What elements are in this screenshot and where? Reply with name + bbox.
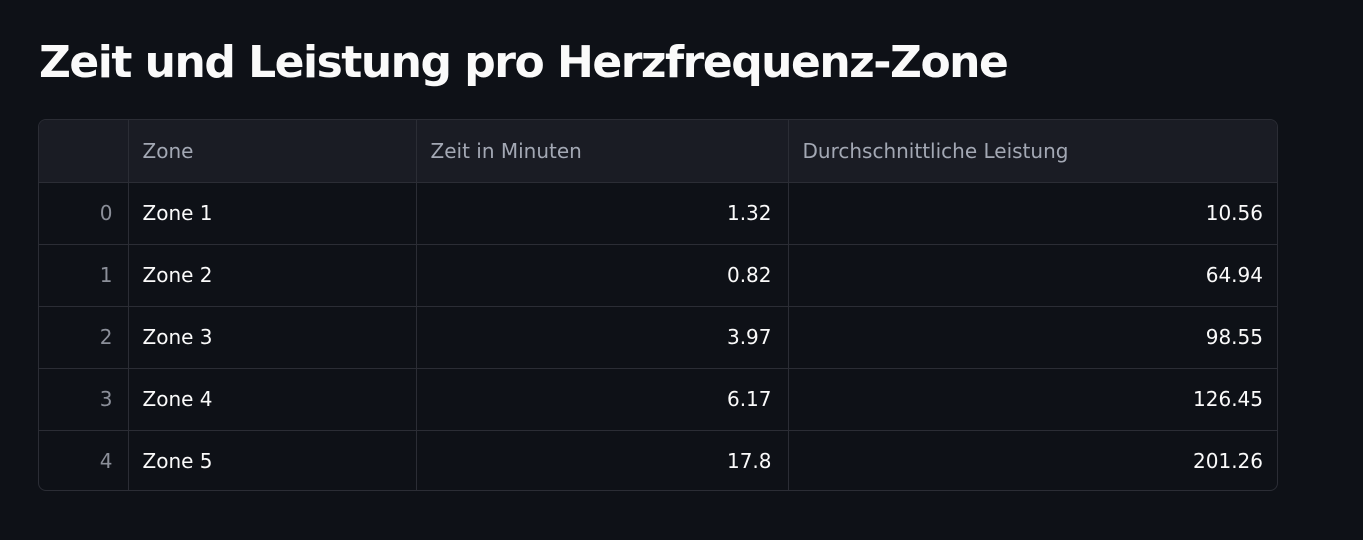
column-header-index[interactable]: [39, 120, 129, 183]
table-header-row: Zone Zeit in Minuten Durchschnittliche L…: [39, 120, 1277, 183]
column-header-zone[interactable]: Zone: [128, 120, 417, 183]
table-row: 1 Zone 2 0.82 64.94: [39, 244, 1277, 307]
row-index-cell[interactable]: 3: [39, 368, 129, 431]
page-title: Zeit und Leistung pro Herzfrequenz-Zone: [39, 37, 1009, 88]
zone-cell[interactable]: Zone 1: [128, 182, 417, 245]
data-table-container[interactable]: Zone Zeit in Minuten Durchschnittliche L…: [38, 119, 1278, 491]
table-row: 2 Zone 3 3.97 98.55: [39, 306, 1277, 369]
row-index-cell[interactable]: 2: [39, 306, 129, 369]
power-cell[interactable]: 126.45: [788, 368, 1277, 431]
table-row: 0 Zone 1 1.32 10.56: [39, 182, 1277, 245]
column-header-power[interactable]: Durchschnittliche Leistung: [788, 120, 1277, 183]
minutes-cell[interactable]: 6.17: [416, 368, 789, 431]
zone-cell[interactable]: Zone 5: [128, 430, 417, 490]
minutes-cell[interactable]: 1.32: [416, 182, 789, 245]
power-cell[interactable]: 10.56: [788, 182, 1277, 245]
data-table: Zone Zeit in Minuten Durchschnittliche L…: [39, 120, 1277, 490]
minutes-cell[interactable]: 17.8: [416, 430, 789, 490]
row-index-cell[interactable]: 4: [39, 430, 129, 490]
zone-cell[interactable]: Zone 3: [128, 306, 417, 369]
column-header-minutes[interactable]: Zeit in Minuten: [416, 120, 789, 183]
minutes-cell[interactable]: 3.97: [416, 306, 789, 369]
table-row: 4 Zone 5 17.8 201.26: [39, 430, 1277, 490]
row-index-cell[interactable]: 1: [39, 244, 129, 307]
row-index-cell[interactable]: 0: [39, 182, 129, 245]
minutes-cell[interactable]: 0.82: [416, 244, 789, 307]
zone-cell[interactable]: Zone 2: [128, 244, 417, 307]
table-row: 3 Zone 4 6.17 126.45: [39, 368, 1277, 431]
power-cell[interactable]: 201.26: [1193, 449, 1263, 474]
zone-cell[interactable]: Zone 4: [128, 368, 417, 431]
power-cell[interactable]: 64.94: [788, 244, 1277, 307]
power-cell[interactable]: 98.55: [788, 306, 1277, 369]
